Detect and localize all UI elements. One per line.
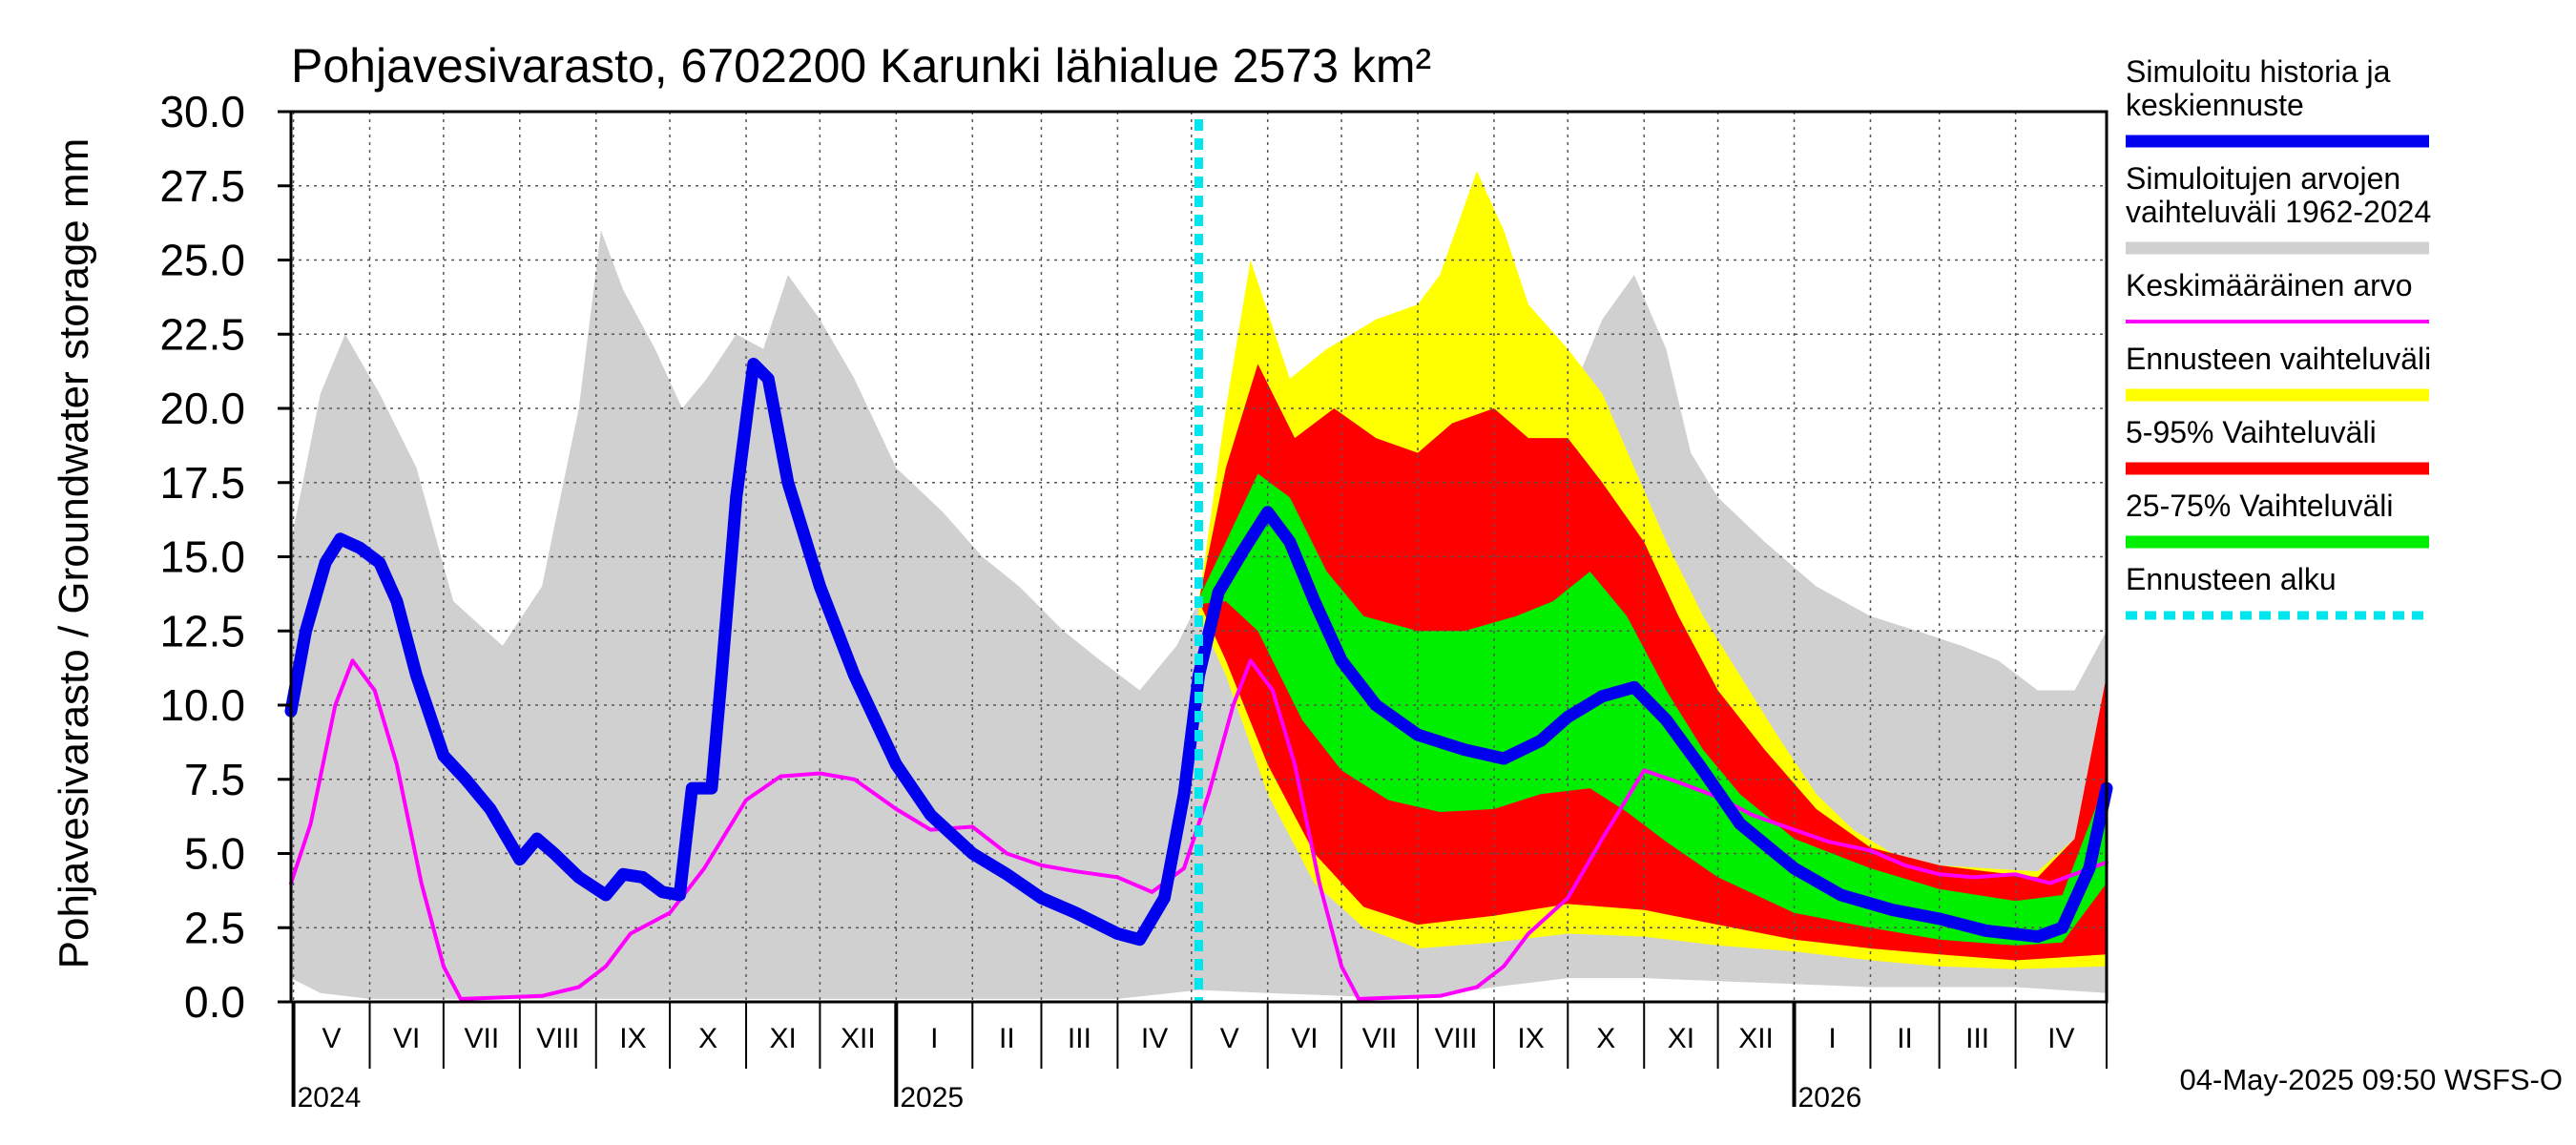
legend-label: Ennusteen alku (2126, 562, 2337, 596)
month-label: I (930, 1023, 938, 1054)
series-line-0 (289, 658, 2109, 1001)
y-tick-label: 0.0 (184, 977, 245, 1027)
month-label: X (1596, 1023, 1615, 1054)
month-label: V (322, 1023, 342, 1054)
month-label: IV (2047, 1023, 2074, 1054)
legend-label: keskiennuste (2126, 88, 2304, 122)
y-tick-label: 5.0 (184, 829, 245, 879)
legend-label: vaihteluväli 1962-2024 (2126, 195, 2431, 229)
legend-label: 25-75% Vaihteluväli (2126, 489, 2393, 523)
y-tick-label: 12.5 (159, 606, 245, 656)
y-tick-label: 7.5 (184, 755, 245, 804)
year-label: 2025 (900, 1082, 964, 1114)
month-label: III (1965, 1023, 1989, 1054)
legend-label: Keskimääräinen arvo (2126, 268, 2413, 302)
y-tick-label: 25.0 (159, 236, 245, 285)
y-tick-label: 15.0 (159, 532, 245, 582)
month-label: VIII (536, 1023, 579, 1054)
month-label: IX (1517, 1023, 1544, 1054)
month-label: XII (841, 1023, 876, 1054)
series-line-1 (284, 357, 2113, 947)
month-label: XI (1668, 1023, 1694, 1054)
month-label: XII (1738, 1023, 1774, 1054)
month-label: II (1897, 1023, 1913, 1054)
legend-label: Simuloitu historia ja (2126, 54, 2391, 89)
month-label: VII (1362, 1023, 1398, 1054)
chart-title: Pohjavesivarasto, 6702200 Karunki lähial… (291, 39, 1431, 93)
y-tick-label: 22.5 (159, 309, 245, 359)
year-label: 2026 (1798, 1082, 1862, 1114)
month-label: II (999, 1023, 1015, 1054)
legend-label: Simuloitujen arvojen (2126, 161, 2400, 196)
month-label: XI (770, 1023, 797, 1054)
y-tick-label: 10.0 (159, 680, 245, 730)
y-tick-label: 30.0 (159, 87, 245, 136)
month-label: VI (393, 1023, 420, 1054)
legend-label: Ennusteen vaihteluväli (2126, 342, 2431, 376)
plot-area (284, 111, 2113, 1003)
y-tick-label: 27.5 (159, 161, 245, 211)
band-2 (1198, 364, 2107, 961)
month-label: X (698, 1023, 717, 1054)
month-label: V (1220, 1023, 1239, 1054)
axes: 0.0 2.5 5.0 7.5 10.0 12.5 15.0 17.5 20.0 22.5 25.0… (159, 87, 2109, 1114)
month-label: VIII (1434, 1023, 1477, 1054)
month-label: VI (1291, 1023, 1318, 1054)
month-label: IX (619, 1023, 646, 1054)
month-label: IV (1141, 1023, 1168, 1054)
year-label: 2024 (298, 1082, 362, 1114)
y-axis-label: Pohjavesivarasto / Groundwater storage m… (51, 138, 97, 969)
legend-label: 5-95% Vaihteluväli (2126, 415, 2377, 449)
timestamp-footer: 04-May-2025 09:50 WSFS-O (2180, 1063, 2563, 1096)
y-tick-label: 20.0 (159, 384, 245, 433)
y-tick-label: 2.5 (184, 903, 245, 952)
month-label: VII (464, 1023, 499, 1054)
y-tick-label: 17.5 (159, 458, 245, 508)
month-label: I (1828, 1023, 1836, 1054)
month-label: III (1068, 1023, 1091, 1054)
